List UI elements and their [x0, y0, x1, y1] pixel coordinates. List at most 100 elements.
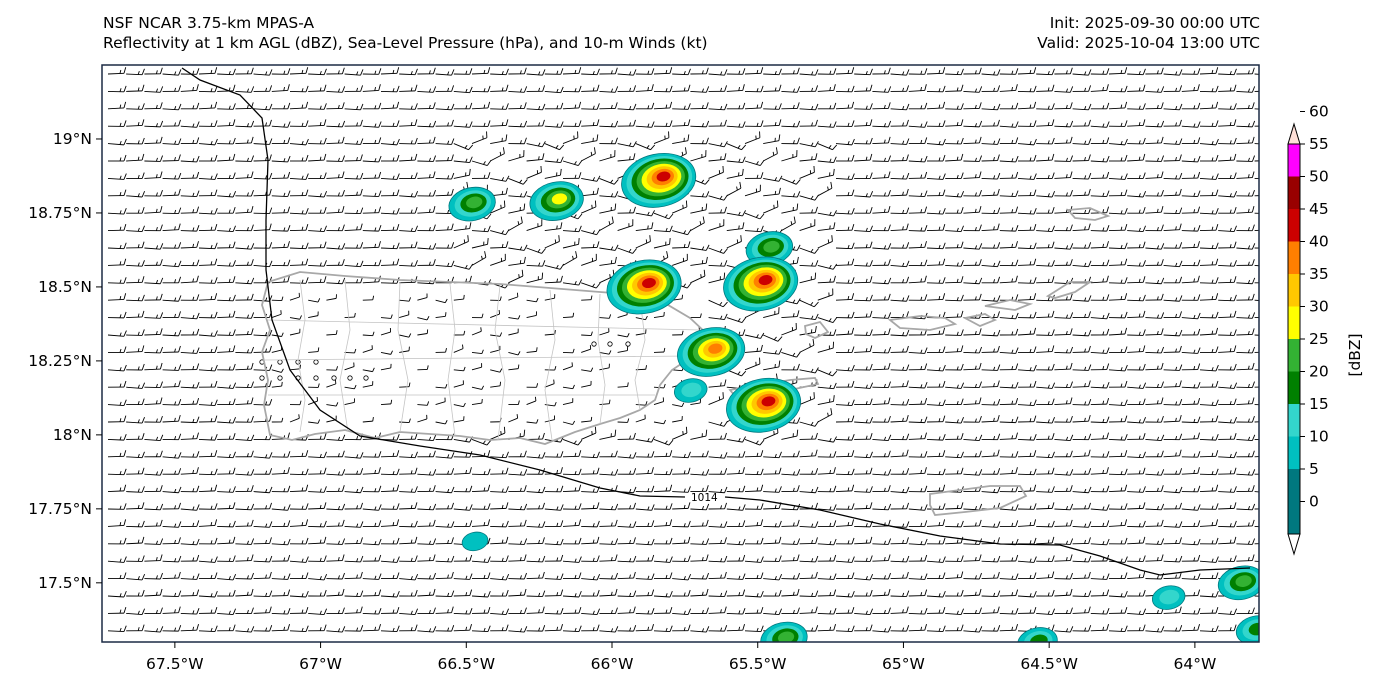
colorbar-segment	[1288, 501, 1300, 534]
wind-barb	[872, 171, 891, 179]
y-axis: 19°N 18.75°N 18.5°N 18.25°N 18°N 17.75°N 17.5°…	[28, 130, 102, 592]
wind-barb	[1199, 85, 1219, 93]
wind-barb	[399, 172, 418, 179]
wind-barb	[908, 68, 928, 75]
wind-barb	[835, 120, 855, 127]
wind-barb	[690, 150, 707, 162]
wind-barb	[781, 102, 800, 110]
x-tick-label: 67.5°W	[146, 655, 204, 673]
wind-barb	[635, 102, 655, 110]
wind-barb	[1218, 172, 1237, 179]
wind-barb	[708, 165, 724, 179]
wind-barb	[508, 150, 525, 162]
wind-barb	[1181, 102, 1201, 110]
wind-barb	[599, 86, 619, 93]
wind-barb	[107, 189, 127, 197]
wind-barb	[326, 120, 346, 128]
wind-barb	[1109, 154, 1128, 162]
x-axis: 67.5°W 67°W 66.5°W 66°W 65.5°W 65°W 64.5°W 64°W	[146, 642, 1216, 673]
wind-barb	[235, 86, 255, 93]
wind-barb	[362, 190, 382, 197]
wind-barb	[526, 85, 546, 92]
wind-barb	[1036, 137, 1055, 145]
wind-barb	[726, 121, 746, 128]
wind-barb	[1145, 136, 1164, 145]
wind-barb	[763, 119, 782, 127]
wind-barb	[581, 119, 600, 127]
wind-barb	[835, 101, 855, 110]
wind-barbs	[107, 67, 1259, 633]
wind-barb	[653, 131, 670, 145]
wind-barb	[836, 154, 855, 162]
wind-barb	[180, 84, 199, 92]
wind-barb	[672, 84, 691, 92]
wind-barb	[781, 67, 800, 75]
wind-barb	[162, 188, 181, 197]
wind-barb	[344, 85, 364, 92]
wind-barb	[581, 134, 599, 145]
wind-barb	[162, 103, 182, 111]
wind-barb	[781, 150, 798, 162]
wind-barb	[1127, 172, 1146, 179]
wind-barb	[653, 67, 673, 75]
wind-barb	[872, 67, 891, 75]
wind-barb	[380, 67, 400, 75]
wind-barb	[107, 173, 127, 180]
wind-barb	[726, 102, 746, 110]
colorbar-segment	[1288, 176, 1300, 209]
wind-barb	[653, 101, 673, 110]
wind-barb	[344, 172, 364, 180]
wind-barb	[471, 172, 491, 179]
wind-barb	[854, 119, 873, 127]
x-tick-label: 64°W	[1173, 655, 1216, 673]
wind-barb	[672, 68, 691, 76]
wind-barb	[1108, 120, 1128, 127]
wind-barb	[1036, 103, 1055, 110]
wind-barb	[835, 173, 855, 180]
wind-barb	[108, 154, 127, 162]
wind-barb	[817, 102, 837, 110]
wind-barb	[107, 67, 127, 75]
wind-barb	[854, 137, 873, 145]
wind-barb	[180, 171, 200, 179]
wind-barb	[162, 69, 182, 76]
colorbar-segment	[1288, 404, 1300, 437]
wind-barb	[1090, 102, 1110, 110]
wind-barb	[544, 68, 564, 75]
wind-barb	[162, 154, 181, 162]
wind-barb	[107, 138, 127, 146]
wind-barb	[508, 102, 527, 110]
wind-barb	[198, 173, 218, 180]
wind-barb	[1163, 119, 1182, 127]
wind-barb	[235, 189, 254, 197]
wind-barb	[562, 67, 582, 75]
wind-barb	[1090, 155, 1110, 163]
wind-barb	[690, 86, 710, 93]
wind-barb	[308, 172, 327, 179]
wind-barb	[344, 103, 364, 111]
colorbar-tick-label: 0	[1309, 493, 1319, 511]
wind-barb	[326, 102, 345, 110]
wind-barb	[926, 101, 946, 110]
wind-barb	[526, 153, 545, 162]
wind-barb	[1145, 155, 1164, 162]
wind-barb	[1127, 68, 1146, 76]
wind-barb	[945, 137, 964, 145]
wind-barb	[690, 120, 710, 128]
wind-barb	[417, 120, 437, 128]
wind-barb	[1218, 84, 1237, 92]
wind-barb	[362, 121, 382, 128]
wind-barb	[1054, 120, 1074, 128]
wind-barb	[817, 121, 837, 128]
wind-barb	[926, 173, 946, 180]
wind-barb	[1254, 125, 1259, 127]
wind-barb	[1054, 155, 1073, 162]
wind-barb	[1054, 67, 1073, 75]
wind-barb	[1254, 90, 1259, 92]
wind-barb	[635, 121, 655, 128]
colorbar-tick-label: 55	[1309, 135, 1329, 153]
wind-barb	[908, 171, 928, 179]
colorbar-segment	[1288, 241, 1300, 274]
wind-barb	[1254, 177, 1259, 180]
